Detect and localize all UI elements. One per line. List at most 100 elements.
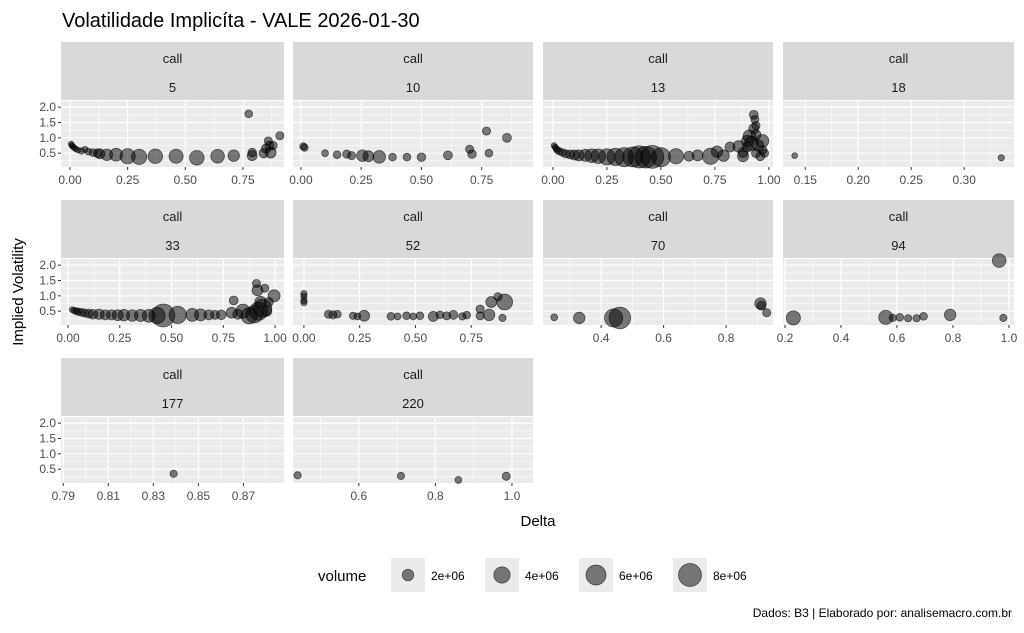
data-point xyxy=(347,151,357,161)
data-point xyxy=(462,310,472,320)
data-point xyxy=(246,150,258,162)
strip-label-days: 10 xyxy=(406,80,420,95)
y-tick-label: 2.0 xyxy=(39,100,56,114)
x-tick-label: 0.8 xyxy=(718,331,735,345)
data-point xyxy=(409,312,418,321)
data-point xyxy=(895,313,905,322)
data-point xyxy=(608,306,632,330)
data-point xyxy=(501,471,511,481)
facet-strip xyxy=(61,358,284,416)
data-point xyxy=(216,309,227,321)
strip-label-days: 52 xyxy=(406,238,420,253)
x-tick-label: 0.81 xyxy=(97,489,121,503)
x-tick-label: 0.83 xyxy=(142,489,166,503)
data-point xyxy=(169,469,178,478)
caption: Dados: B3 | Elaborado por: analisemacro.… xyxy=(753,606,1012,620)
x-tick-label: 0.2 xyxy=(777,331,794,345)
x-tick-label: 0.79 xyxy=(52,489,76,503)
data-point xyxy=(333,309,342,319)
panel-background xyxy=(293,417,533,483)
strip-label-days: 94 xyxy=(891,238,905,253)
data-point xyxy=(415,311,425,321)
facet-strip xyxy=(293,42,533,100)
strip-label-type: call xyxy=(889,51,909,66)
facet-panel-52: call 52 0.00 0.25 0.50 0.75 xyxy=(292,200,533,345)
x-tick-label: 0.50 xyxy=(174,173,198,187)
x-tick-label: 0.6 xyxy=(655,331,672,345)
y-tick-label: 1.5 xyxy=(39,273,56,287)
legend-point xyxy=(585,564,607,586)
facet-panel-177: call 177 0.79 0.81 0.83 0.85 0.87 0.51.0 1.52.0 xyxy=(39,358,284,503)
data-point xyxy=(261,305,273,317)
x-tick-label: 0.6 xyxy=(350,489,367,503)
data-point xyxy=(388,152,397,162)
strip-label-type: call xyxy=(163,51,183,66)
data-point xyxy=(168,305,187,324)
x-tick-label: 1.0 xyxy=(1001,331,1018,345)
x-axis-label: Delta xyxy=(520,513,556,530)
facet-panel-220: call 220 0.6 0.8 1.0 xyxy=(293,358,533,503)
y-tick-label: 0.5 xyxy=(39,462,56,476)
data-point xyxy=(484,148,494,158)
x-tick-label: 0.20 xyxy=(847,173,871,187)
data-point xyxy=(147,148,163,164)
facet-panel-5: call 5 0.00 0.25 0.50 0.75 0.51.0 1.52.0 xyxy=(39,42,285,187)
x-tick-label: 0.87 xyxy=(232,489,256,503)
data-point xyxy=(293,471,302,480)
x-tick-label: 0.75 xyxy=(231,173,255,187)
legend-label: 8e+06 xyxy=(713,569,747,583)
x-tick-label: 0.00 xyxy=(289,173,313,187)
data-point xyxy=(454,476,463,484)
data-point xyxy=(189,150,205,166)
strip-label-type: call xyxy=(648,51,668,66)
legend-title: volume xyxy=(318,568,366,585)
strip-label-type: call xyxy=(163,209,183,224)
facet-strip xyxy=(783,42,1014,100)
strip-label-days: 220 xyxy=(402,396,424,411)
data-point xyxy=(944,308,957,322)
facet-panel-94: call 94 0.2 0.4 0.6 0.8 1.0 xyxy=(777,200,1018,345)
facet-strip xyxy=(61,42,284,100)
data-point xyxy=(267,289,281,303)
data-point xyxy=(372,150,386,164)
data-point xyxy=(210,149,225,164)
data-point xyxy=(912,314,921,323)
data-point xyxy=(228,295,239,306)
strip-label-days: 70 xyxy=(651,238,665,253)
data-point xyxy=(467,149,477,159)
panel-background xyxy=(783,101,1014,167)
x-tick-label: 0.75 xyxy=(212,331,236,345)
data-point xyxy=(791,152,798,159)
data-point xyxy=(991,253,1007,268)
facet-strip xyxy=(783,200,1014,258)
data-point xyxy=(904,314,913,323)
strip-label-type: call xyxy=(403,51,423,66)
x-tick-label: 0.50 xyxy=(410,173,434,187)
x-tick-label: 0.25 xyxy=(350,173,374,187)
data-point xyxy=(751,121,761,131)
data-point xyxy=(264,146,277,159)
data-point xyxy=(396,471,405,480)
data-point xyxy=(168,148,184,164)
data-point xyxy=(393,312,402,321)
facet-strip xyxy=(293,200,533,258)
strip-label-days: 5 xyxy=(169,80,176,95)
data-point xyxy=(482,308,496,322)
data-point xyxy=(362,150,375,163)
y-tick-label: 0.5 xyxy=(39,146,56,160)
data-point xyxy=(919,312,928,321)
data-point xyxy=(332,150,342,159)
x-tick-label: 0.25 xyxy=(348,331,372,345)
x-tick-label: 0.4 xyxy=(833,331,850,345)
strip-label-days: 177 xyxy=(162,396,184,411)
x-tick-label: 1.0 xyxy=(504,489,521,503)
legend-point xyxy=(678,563,702,587)
data-point xyxy=(275,131,285,141)
strip-label-type: call xyxy=(648,209,668,224)
y-axis-label: Implied Volatility xyxy=(10,238,27,346)
x-tick-label: 0.00 xyxy=(292,331,316,345)
data-point xyxy=(321,149,329,157)
x-tick-label: 0.85 xyxy=(187,489,211,503)
data-point xyxy=(760,148,770,158)
y-tick-label: 1.0 xyxy=(39,447,56,461)
